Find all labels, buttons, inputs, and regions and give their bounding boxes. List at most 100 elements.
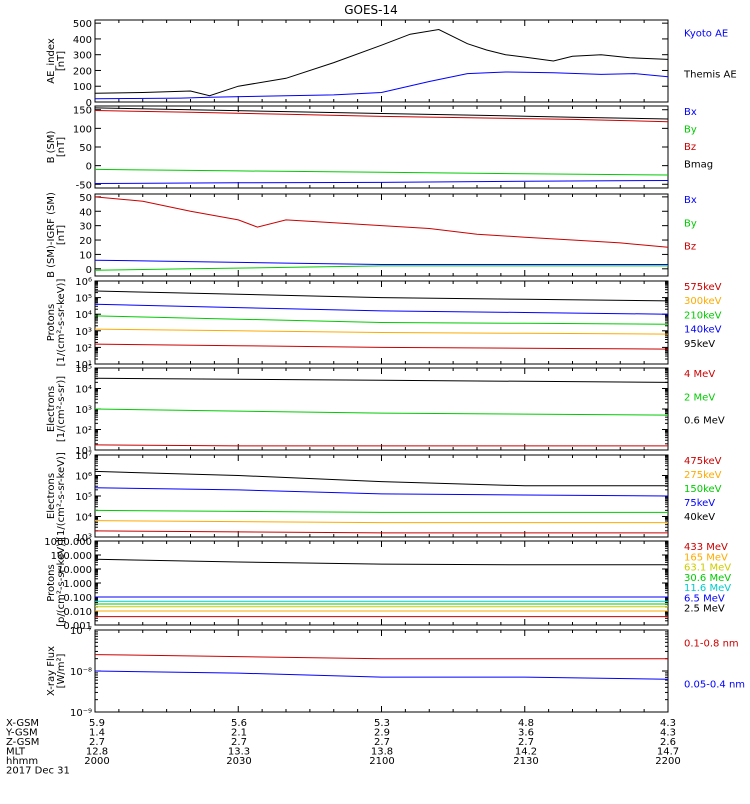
y-tick-label: 10⁻⁸ [70,667,92,678]
ephemeris-value: 2030 [226,756,251,767]
ephemeris-value: 4.3 [660,728,676,739]
y-tick-label: 20 [79,236,92,247]
legend-entry: 4 MeV [684,369,715,380]
ephemeris-value: 2.6 [660,737,676,748]
y-tick-label: 10² [75,343,92,354]
ephemeris-value: 1.4 [89,728,105,739]
legend-entry: Bx [684,107,697,118]
y-axis-label: [p/(cm²-s-sr-keV)] [56,539,67,627]
y-tick-label: 300 [73,51,92,62]
legend-entry: 475keV [684,456,722,467]
y-tick-label: 10⁶ [75,277,92,288]
y-tick-label: 10³ [75,405,92,416]
series-line [94,196,669,248]
ephemeris-value: 2.7 [89,737,105,748]
ephemeris-value: 14.2 [515,747,537,758]
panel-3: 0 10 20 30 40 50 B (SM)-IGRF (SM) [nT] Bx By Bz [46,192,697,278]
y-tick-label: 10⁴ [75,310,92,321]
y-axis-label: [nT] [56,51,67,71]
ephemeris-label: hhmm [6,756,38,767]
y-tick-label: 400 [73,35,92,46]
ephemeris-table: X-GSM 5.9 5.6 5.3 4.8 4.3 Y-GSM 1.4 2.1 2.9 3.6 4.3… [5,718,681,777]
legend-entry: 2 MeV [684,392,715,403]
y-tick-label: 10⁻⁷ [70,626,92,637]
y-tick-label: 50 [79,193,92,204]
series-line [94,290,669,302]
ephemeris-value: 4.8 [518,718,534,729]
y-tick-label: 10⁴ [75,513,92,524]
ephemeris-value: 13.8 [371,747,393,758]
ephemeris-value: 5.6 [231,718,247,729]
panel-frame [94,105,669,189]
series-line [94,408,669,416]
legend-entry: 300keV [684,296,722,307]
panel-4: 10¹ 10² 10³ 10⁴ 10⁵ 10⁶ Protons [1/(cm²-s-sr-ke… [46,277,722,371]
y-axis-label: Protons [46,304,57,341]
legend-entry: 75keV [684,498,715,509]
ephemeris-value: 12.8 [86,747,108,758]
y-tick-label: 0.100 [63,593,92,604]
ephemeris-value: 3.6 [518,728,534,739]
ephemeris-value: 2130 [513,756,538,767]
panel-1: 0 100 200 300 400 500 AE_index [nT] Kyoto AE Them… [46,19,737,109]
legend-entry: 275keV [684,470,722,481]
legend-entry: 0.1-0.8 nm [684,638,739,649]
legend-entry: 63.1 MeV [684,563,731,574]
y-tick-label: 10 [79,250,92,261]
y-tick-label: 40 [79,207,92,218]
ephemeris-label: MLT [6,747,26,758]
y-axis-label: B (SM)-IGRF (SM) [46,192,57,278]
y-tick-label: 500 [73,19,92,30]
y-tick-label: 10⁵ [75,364,92,375]
y-tick-label: 0.010 [63,607,92,618]
series-line [94,328,669,335]
y-axis-label: [nT] [56,137,67,157]
y-tick-label: 10² [75,426,92,437]
legend-entry: 165 MeV [684,552,728,563]
y-tick-label: 0 [86,162,92,173]
ephemeris-label: Z-GSM [6,737,39,748]
y-axis-label: [nT] [56,225,67,245]
y-tick-label: 10³ [75,533,92,544]
series-line [94,377,669,383]
legend-entry: 11.6 MeV [684,583,731,594]
panel-frame [94,193,669,277]
ephemeris-value: 13.3 [228,747,250,758]
y-tick-label: 30 [79,222,92,233]
series-line [94,670,669,680]
legend-entry: 40keV [684,512,715,523]
legend-entry: Bz [684,142,696,153]
legend-entry: 210keV [684,310,722,321]
plot-title: GOES-14 [344,3,398,17]
y-axis-label: Electrons [46,386,57,432]
y-axis-label: [1/(cm²-s-sr-keV)] [56,279,67,367]
panel-8: 10⁻⁹ 10⁻⁸ 10⁻⁷ X-ray Flux [W/m²] 0.1-0.8 nm 0.… [46,626,745,719]
y-axis-label: AE_index [46,38,57,84]
ephemeris-value: 2.7 [374,737,390,748]
y-tick-label: 150 [73,106,92,117]
y-tick-label: 10¹ [75,446,92,457]
legend-entry: 150keV [684,484,722,495]
series-line [94,303,669,315]
ephemeris-value: 2.1 [231,728,247,739]
y-tick-label: 10⁷ [75,451,92,462]
y-tick-label: 10¹ [75,360,92,371]
y-tick-label: 10⁵ [75,492,92,503]
series-line [94,315,669,325]
series-line [94,487,669,497]
ephemeris-value: 2200 [655,756,680,767]
series-line [94,28,669,97]
series-line [94,71,669,100]
legend-entry: Bmag [684,160,713,171]
legend-entry: 30.6 MeV [684,573,731,584]
y-tick-label: 10⁶ [75,472,92,483]
ephemeris-value: 5.9 [89,718,105,729]
series-line [94,470,668,487]
panel-6: 10³ 10⁴ 10⁵ 10⁶ 10⁷ Electrons [1/(cm²-s-sr-keV… [46,451,722,544]
series-line [94,259,668,265]
series-line [94,110,669,123]
legend-entry: By [684,218,697,229]
legend-entry: 95keV [684,339,715,350]
